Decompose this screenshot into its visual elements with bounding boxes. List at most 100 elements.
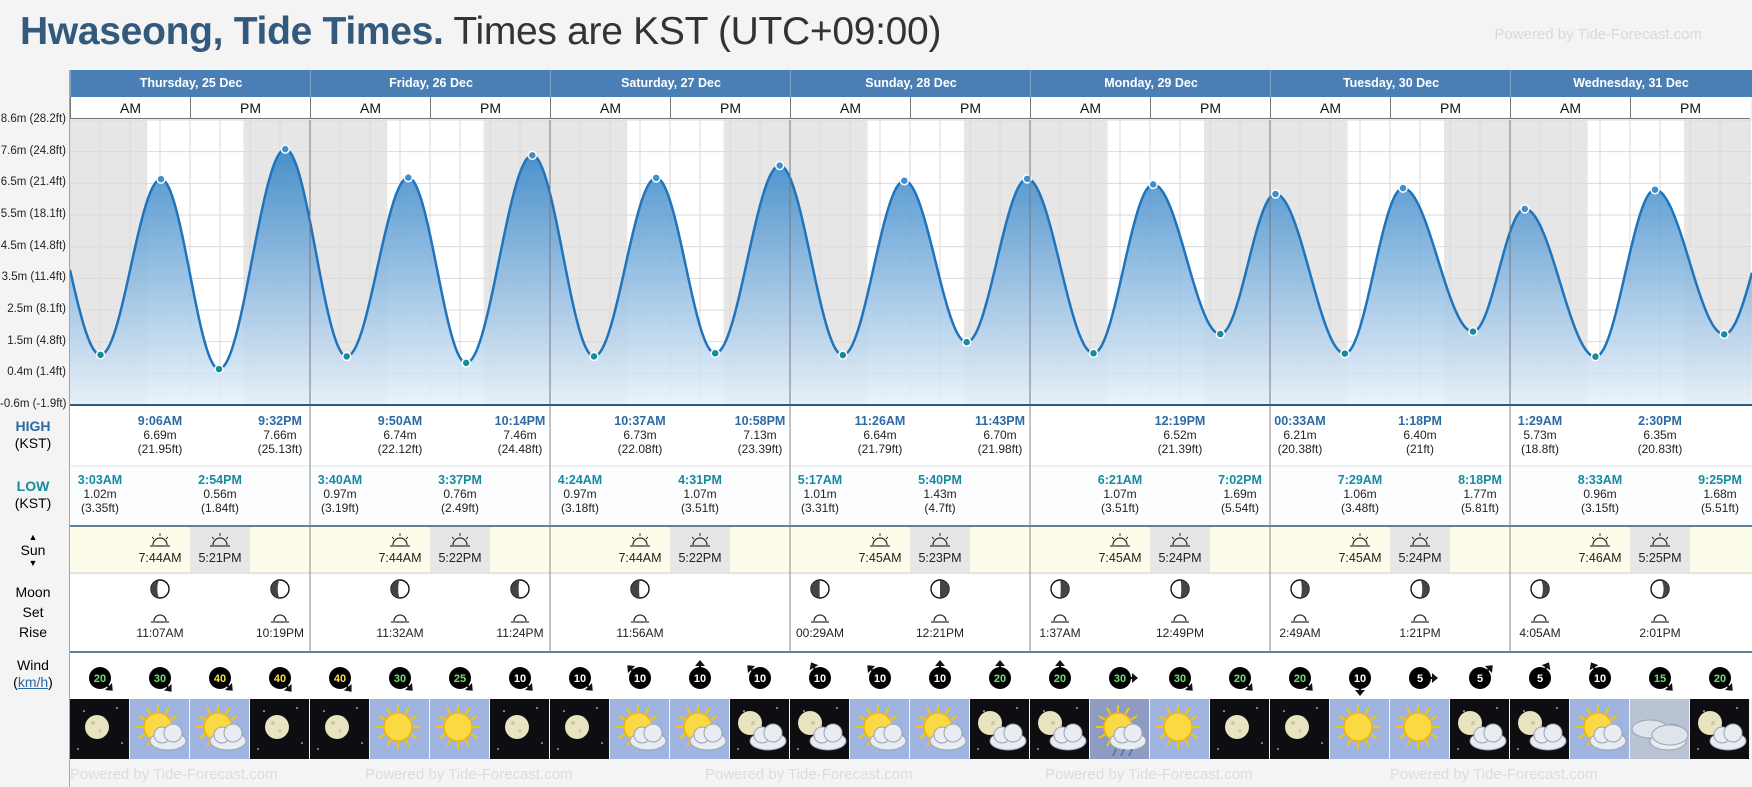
sunset-time: 5:24PM — [1158, 551, 1202, 565]
low-row-bg — [70, 466, 1752, 526]
weather-cell — [250, 699, 310, 759]
tide-height-ft: (24.48ft) — [497, 442, 543, 456]
y-tick-label: 2.5m (8.1ft) — [7, 303, 66, 315]
tide-height-ft: (21ft) — [1405, 442, 1434, 456]
high-tide-cell: 10:58PM 7.13m (23.39ft) — [730, 414, 790, 456]
sunny-icon — [370, 699, 429, 759]
moon-night-icon — [250, 699, 309, 759]
sunrise-icon — [630, 533, 650, 547]
wind-unit-link[interactable]: km/h — [17, 674, 49, 690]
sunrise-icon — [870, 533, 890, 547]
y-tick-label: 5.5m (18.1ft) — [0, 208, 66, 220]
moon-rise-set-icon — [271, 614, 289, 623]
day-header-band — [0, 70, 1752, 97]
tide-time: 9:50AM — [377, 414, 423, 428]
moon-row-bg — [70, 574, 1752, 652]
weather-cell — [130, 699, 190, 759]
low-tide-cell: 7:29AM 1.06m (3.48ft) — [1330, 473, 1390, 515]
high-tide-cell: 9:50AM 6.74m (22.12ft) — [370, 414, 430, 456]
tide-height-m: 6.21m — [1283, 428, 1317, 442]
wind-speed: 40 — [334, 673, 346, 685]
moon-night-icon — [1210, 699, 1269, 759]
footer-watermark: Powered by Tide-Forecast.com — [365, 766, 573, 783]
tide-height-ft: (21.98ft) — [977, 442, 1023, 456]
wind-arrow-icon: 10 — [569, 667, 593, 691]
sunset-icon — [930, 533, 950, 547]
wind-cell: 30 — [370, 660, 430, 701]
weather-cell — [1030, 699, 1090, 759]
weather-cell — [430, 699, 490, 759]
wind-arrow-icon: 10 — [929, 660, 951, 689]
tide-extreme-point — [280, 144, 291, 154]
moon-event-cell: 10:19PM — [250, 578, 310, 640]
wind-arrow-icon: 30 — [149, 667, 172, 692]
moon-phase-icon — [930, 579, 950, 599]
sunrise-time: 7:45AM — [1098, 551, 1142, 565]
wind-arrow-icon: 40 — [329, 667, 352, 692]
tide-height-ft: (3.19ft) — [320, 501, 359, 515]
tide-height-m: 1.06m — [1343, 487, 1377, 501]
weather-cell — [790, 699, 850, 759]
sunrise-time: 7:44AM — [138, 551, 182, 565]
weather-cell — [370, 699, 430, 759]
low-tide-cell: 3:37PM 0.76m (2.49ft) — [430, 473, 490, 515]
tide-height-m: 6.74m — [383, 428, 417, 442]
wind-speed: 40 — [214, 673, 226, 685]
am-label: AM — [310, 97, 430, 119]
tide-height-m: 1.43m — [923, 487, 957, 501]
high-tide-cell: 9:06AM 6.69m (21.95ft) — [130, 414, 190, 456]
wind-cell: 20 — [1690, 660, 1750, 701]
moon-row-label: Moon Set Rise — [0, 582, 66, 642]
moon-event-cell: 11:56AM — [610, 578, 670, 640]
weather-cell — [1330, 699, 1390, 759]
tide-height-m: 6.35m — [1643, 428, 1677, 442]
wind-cell: 5 — [1510, 660, 1570, 701]
day-header: Wednesday, 31 Dec — [1510, 70, 1751, 97]
wind-cell: 10 — [910, 660, 970, 701]
sunny-icon — [1150, 699, 1209, 759]
low-label: LOW — [16, 478, 50, 494]
moon-event-cell: 12:49PM — [1150, 578, 1210, 640]
tide-time: 12:19PM — [1154, 414, 1206, 428]
low-tide-cell: 8:18PM 1.77m (5.81ft) — [1450, 473, 1510, 515]
tide-extreme-point — [1340, 348, 1350, 359]
sunset-cell: 5:24PM — [1390, 527, 1450, 573]
moon-phase-icon — [1410, 579, 1430, 599]
wind-row-label: Wind (km/h) — [0, 657, 66, 691]
tide-extreme-point — [774, 160, 785, 171]
wind-arrow-icon: 40 — [209, 667, 233, 691]
moon-phase-icon — [1170, 579, 1190, 599]
sunny-icon — [1330, 699, 1389, 759]
am-label: AM — [70, 97, 190, 119]
high-tide-cell: 12:19PM 6.52m (21.39ft) — [1150, 414, 1210, 456]
low-tide-cell: 6:21AM 1.07m (3.51ft) — [1090, 473, 1150, 515]
tide-time: 9:25PM — [1698, 473, 1742, 487]
am-label: AM — [1270, 97, 1390, 119]
tide-time: 10:37AM — [614, 414, 666, 428]
weather-cell — [1630, 699, 1690, 759]
am-label: AM — [1030, 97, 1150, 119]
day-header: Thursday, 25 Dec — [70, 70, 311, 97]
high-tide-cell: 00:33AM 6.21m (20.38ft) — [1270, 414, 1330, 456]
high-sub-label: (KST) — [14, 435, 52, 451]
wind-arrow-icon: 10 — [809, 662, 831, 689]
powered-by[interactable]: Powered by Tide-Forecast.com — [1494, 26, 1702, 43]
moon-event-time: 11:32AM — [376, 626, 424, 640]
high-tide-cell: 1:29AM 5.73m (18.8ft) — [1510, 414, 1570, 456]
page-title: Hwaseong, Tide Times. Times are KST (UTC… — [20, 10, 941, 54]
moon-phase-icon — [150, 579, 170, 599]
weather-cell — [1390, 699, 1450, 759]
tide-height-m: 0.96m — [1583, 487, 1617, 501]
moon-event-time: 2:49AM — [1279, 626, 1321, 640]
tide-height-m: 1.68m — [1703, 487, 1737, 501]
wind-arrow-icon: 20 — [989, 660, 1011, 689]
tide-time: 1:18PM — [1398, 414, 1442, 428]
tide-height-ft: (20.38ft) — [1277, 442, 1323, 456]
tide-extreme-point — [1398, 183, 1408, 193]
wind-arrow-icon: 15 — [1649, 667, 1673, 691]
tide-height-ft: (2.49ft) — [440, 501, 479, 515]
tide-height-ft: (21.79ft) — [857, 442, 903, 456]
tide-extreme-point — [1719, 329, 1729, 340]
wind-arrow-icon: 20 — [89, 667, 113, 691]
wind-cell: 10 — [730, 660, 790, 701]
